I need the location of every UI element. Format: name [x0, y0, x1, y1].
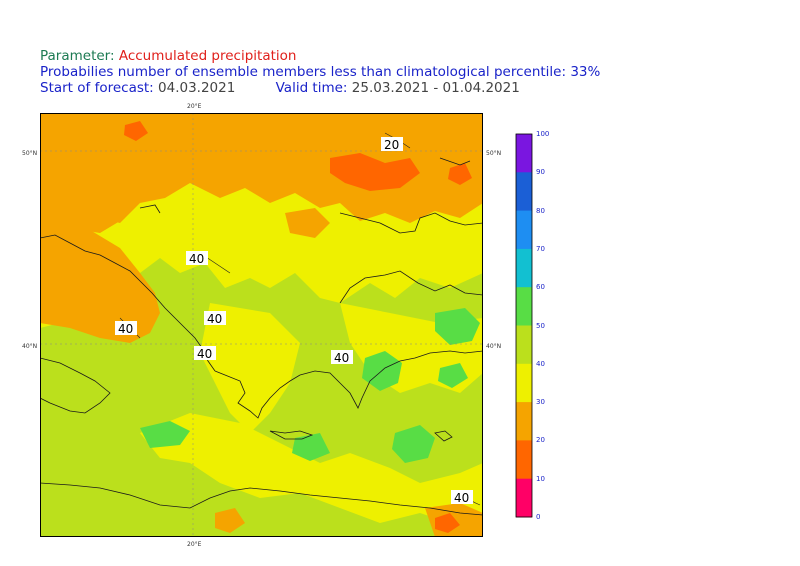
field-yellow-center [200, 303, 300, 433]
contour-label-40c: 40 [118, 322, 133, 336]
lat-label-40-right: 40°N [486, 343, 501, 350]
field-darkorange-2 [448, 163, 472, 185]
contour-label-40d: 40 [197, 347, 212, 361]
lon-label-top: 20°E [187, 103, 202, 110]
contour-label-40a: 40 [189, 252, 204, 266]
field-darkorange-1 [330, 153, 420, 191]
field-orange-west [40, 213, 160, 343]
contour-label-40e: 40 [334, 351, 349, 365]
map-canvas: 20 40 40 40 40 40 40 [40, 113, 483, 537]
colorbar-tick-label: 10 [536, 474, 545, 483]
field-orange-nw [40, 173, 125, 233]
valid-label: Valid time: [275, 80, 348, 96]
field-green-5 [292, 433, 330, 461]
field-green-2 [435, 308, 480, 345]
contour-label-20: 20 [384, 138, 399, 152]
forecast-line: Start of forecast: 04.03.2021 Valid time… [40, 80, 520, 96]
lat-label-40-left: 40°N [22, 343, 37, 350]
field-green-4 [140, 421, 190, 448]
field-darkorange-4 [124, 121, 148, 141]
contour-label-bg-20 [381, 137, 403, 151]
colorbar-tick-label: 70 [536, 244, 545, 253]
colorbar-tick-label: 60 [536, 283, 545, 292]
lat-label-50-left: 50°N [22, 150, 37, 157]
forecast-value: 04.03.2021 [158, 80, 236, 96]
field-orange-north [40, 113, 483, 223]
field-green-3 [392, 425, 435, 463]
field-darkorange-3 [435, 513, 460, 533]
lat-label-50-right: 50°N [486, 150, 501, 157]
forecast-label: Start of forecast: [40, 80, 154, 96]
colorbar-tick-label: 40 [536, 359, 545, 368]
colorbar-tick-label: 50 [536, 321, 545, 330]
contour-label-40b: 40 [207, 312, 222, 326]
parameter-value: Accumulated precipitation [118, 48, 297, 64]
colorbar-tick-label: 0 [536, 513, 541, 521]
contour-label-group: 20 40 40 40 40 40 40 [115, 137, 473, 505]
parameter-line: Parameter: Accumulated precipitation [40, 48, 296, 64]
map-border [40, 113, 483, 537]
field-orange-small-3 [215, 508, 245, 533]
contour-label-bg-40b [204, 311, 226, 325]
field-green-6 [438, 363, 468, 388]
colorbar-tick-label: 90 [536, 168, 545, 177]
coastlines [40, 157, 483, 516]
contour-label-bg-40d [194, 346, 216, 360]
contour-label-bg-40a [186, 251, 208, 265]
field-orange-small-1 [285, 208, 330, 238]
precipitation-map: 20 40 40 40 40 40 40 [40, 113, 483, 537]
colorbar-tick-label: 20 [536, 436, 545, 445]
colorbar-tick-label: 30 [536, 398, 545, 407]
lon-label-bottom: 20°E [187, 541, 202, 548]
field-yellow-south [140, 413, 483, 537]
colorbar-tick-label: 100 [536, 130, 550, 138]
colorbar-tick-label: 80 [536, 206, 545, 215]
parameter-label: Parameter: [40, 48, 115, 64]
contour-label-40f: 40 [454, 491, 469, 505]
probability-line: Probabilies number of ensemble members l… [40, 64, 601, 80]
contour-label-bg-40e [331, 350, 353, 364]
contour-label-bg-40f [451, 490, 473, 504]
valid-value: 25.03.2021 - 01.04.2021 [351, 80, 520, 96]
contour-label-bg-40c [115, 321, 137, 335]
